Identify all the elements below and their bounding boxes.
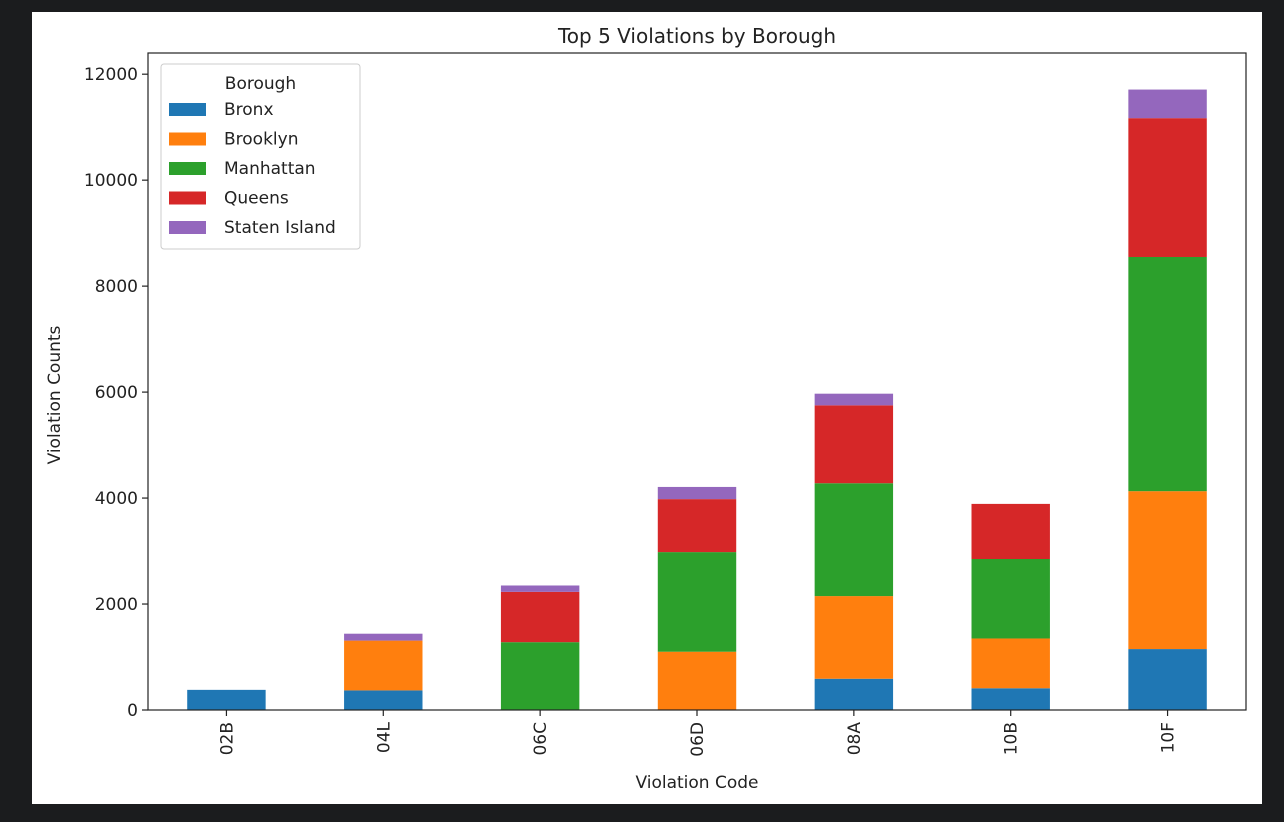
bar-04L-brooklyn xyxy=(344,640,423,691)
legend-swatch-bronx xyxy=(169,103,206,116)
legend-label-brooklyn: Brooklyn xyxy=(224,130,298,150)
x-tick-label: 10F xyxy=(1159,722,1179,753)
y-tick-label: 4000 xyxy=(95,489,138,509)
legend-title: Borough xyxy=(225,74,296,94)
x-tick-label: 04L xyxy=(374,721,394,753)
bar-08A-manhattan xyxy=(814,483,894,597)
bar-08A-staten-island xyxy=(814,393,894,406)
x-tick-label: 08A xyxy=(845,722,865,756)
bar-10F-brooklyn xyxy=(1128,491,1207,650)
x-axis-label: Violation Code xyxy=(635,773,758,793)
bar-02B-bronx xyxy=(187,689,266,710)
chart-title: Top 5 Violations by Borough xyxy=(557,24,836,48)
legend-swatch-staten-island xyxy=(169,221,206,234)
stacked-bar-chart: Top 5 Violations by Borough Violation Co… xyxy=(45,24,1247,793)
y-tick-label: 2000 xyxy=(95,595,138,615)
bar-06C-manhattan xyxy=(500,642,580,710)
chart-figure: Top 5 Violations by Borough Violation Co… xyxy=(32,12,1262,804)
y-tick-label: 12000 xyxy=(84,65,138,85)
bar-10B-brooklyn xyxy=(971,638,1050,689)
y-tick-label: 10000 xyxy=(84,171,138,191)
bar-10B-manhattan xyxy=(971,558,1050,639)
bar-10F-staten-island xyxy=(1128,89,1207,119)
y-tick-label: 8000 xyxy=(95,277,138,297)
bar-10B-queens xyxy=(971,503,1050,559)
y-tick-label: 0 xyxy=(127,701,138,721)
bar-10F-queens xyxy=(1128,118,1207,257)
bar-06C-queens xyxy=(500,591,580,643)
legend-swatch-manhattan xyxy=(169,162,206,175)
x-tick-label: 06C xyxy=(531,722,551,756)
legend-label-manhattan: Manhattan xyxy=(224,159,316,179)
bar-10F-manhattan xyxy=(1128,256,1207,492)
bar-06D-staten-island xyxy=(657,486,737,500)
x-tick-label: 10B xyxy=(1002,722,1022,755)
legend-box xyxy=(160,63,361,250)
bar-08A-brooklyn xyxy=(814,596,894,679)
bar-04L-staten-island xyxy=(344,633,423,641)
bars-layer xyxy=(187,89,1207,710)
x-tick-label: 02B xyxy=(217,722,237,755)
y-tick-label: 6000 xyxy=(95,383,138,403)
bar-08A-queens xyxy=(814,405,894,484)
legend-swatch-brooklyn xyxy=(169,132,206,146)
bar-06D-queens xyxy=(657,499,737,553)
legend-label-staten-island: Staten Island xyxy=(224,218,336,238)
bar-08A-bronx xyxy=(814,678,894,710)
y-axis-label: Violation Counts xyxy=(45,325,65,464)
bar-10F-bronx xyxy=(1128,649,1207,710)
x-tick-label: 06D xyxy=(688,722,708,757)
bar-04L-bronx xyxy=(344,690,423,710)
bar-10B-bronx xyxy=(971,688,1050,710)
axes-layer: 0 2000 4000 6000 8000 10000 12000 02B 04L 06C 06D 0… xyxy=(84,52,1247,757)
legend-label-queens: Queens xyxy=(224,189,289,209)
bar-06D-manhattan xyxy=(657,552,737,652)
bar-06C-staten-island xyxy=(500,585,580,592)
legend-swatch-queens xyxy=(169,191,206,205)
legend: Borough Bronx Brooklyn Manhattan Queens State… xyxy=(160,63,361,250)
bar-06D-brooklyn xyxy=(657,651,737,710)
legend-label-bronx: Bronx xyxy=(224,100,274,120)
